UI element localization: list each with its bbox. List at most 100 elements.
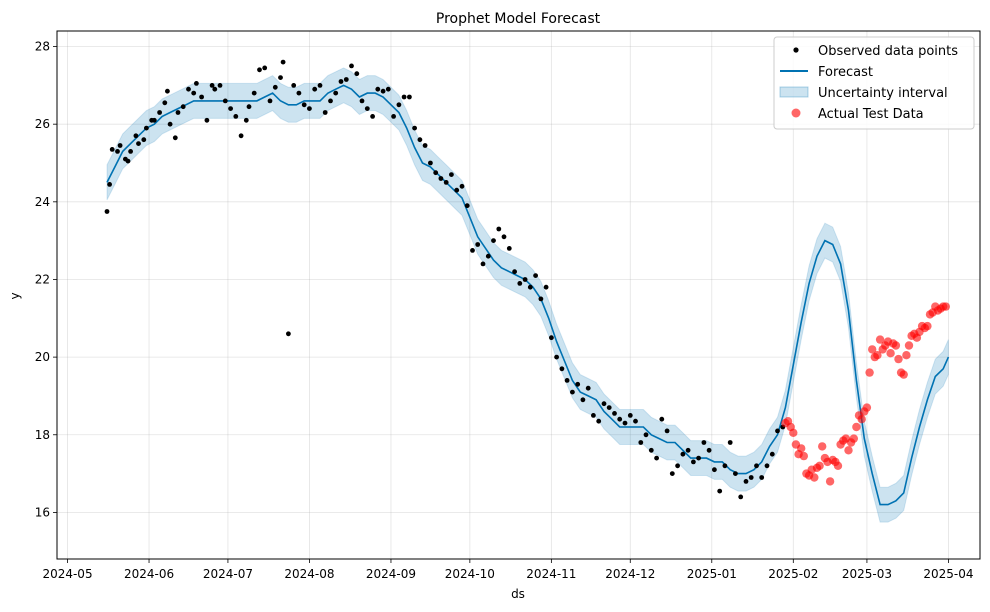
observed-point <box>533 273 538 278</box>
test-point <box>833 461 843 470</box>
observed-point <box>180 104 186 110</box>
test-point <box>899 370 908 379</box>
observed-point <box>412 125 417 131</box>
observed-point <box>212 86 218 92</box>
observed-point <box>333 90 339 96</box>
observed-point <box>422 143 428 148</box>
observed-points <box>104 59 786 500</box>
observed-point <box>759 475 765 480</box>
x-tick-label-6: 2024-11 <box>526 567 576 581</box>
observed-point <box>391 114 396 119</box>
y-tick-label-4: 24 <box>35 195 50 209</box>
legend-marker-observed <box>793 47 799 53</box>
observed-point <box>664 428 670 434</box>
observed-point <box>543 284 549 290</box>
observed-point <box>491 238 496 244</box>
observed-point <box>396 102 402 108</box>
x-tick-label-2: 2024-07 <box>203 567 253 581</box>
observed-point <box>209 83 215 88</box>
test-point <box>902 351 911 360</box>
observed-point <box>717 488 723 494</box>
observed-point <box>612 411 617 416</box>
observed-point <box>727 440 733 445</box>
observed-point <box>186 86 191 92</box>
observed-point <box>322 110 328 115</box>
test-point <box>923 321 932 331</box>
x-tick-label-8: 2025-01 <box>687 567 737 581</box>
observed-point <box>262 65 268 71</box>
observed-point <box>136 141 141 147</box>
observed-point <box>204 117 210 123</box>
observed-point <box>701 440 707 445</box>
observed-point <box>769 451 775 457</box>
test-point <box>868 345 877 354</box>
x-axis-ticks: 2024-05 2024-06 2024-07 2024-08 2024-09 2024-… <box>42 559 974 581</box>
test-point <box>797 444 806 453</box>
observed-point <box>775 428 780 434</box>
x-tick-label-10: 2025-03 <box>842 567 892 581</box>
uncertainty-band <box>106 67 949 523</box>
test-point <box>789 428 798 437</box>
test-points <box>781 302 950 486</box>
observed-point <box>117 143 123 148</box>
observed-point <box>251 90 257 96</box>
test-point <box>815 461 824 470</box>
observed-point <box>748 475 754 480</box>
y-tick-label-3: 22 <box>35 272 50 286</box>
x-tick-label-5: 2024-10 <box>445 567 495 581</box>
y-tick-label-2: 20 <box>35 350 50 364</box>
observed-point <box>133 133 139 139</box>
observed-point <box>538 296 544 302</box>
observed-point <box>617 416 623 422</box>
observed-point <box>151 117 157 123</box>
legend: Observed data points Forecast Uncertainty … <box>773 36 975 130</box>
observed-point <box>104 209 110 214</box>
observed-point <box>162 100 168 106</box>
observed-point <box>596 418 602 424</box>
observed-point <box>375 86 381 92</box>
legend-label-2: Uncertainty interval <box>818 86 948 101</box>
observed-point <box>601 401 607 407</box>
observed-point <box>243 117 249 123</box>
observed-point <box>522 277 528 282</box>
test-point <box>875 335 885 344</box>
observed-point <box>575 381 581 387</box>
observed-point <box>286 331 291 337</box>
x-tick-label-1: 2024-06 <box>124 567 174 581</box>
observed-point <box>407 94 412 100</box>
observed-point <box>349 63 354 69</box>
observed-point <box>238 133 244 139</box>
observed-point <box>354 71 360 77</box>
y-tick-label-5: 26 <box>35 117 50 131</box>
legend-label-1: Forecast <box>818 65 873 80</box>
observed-point <box>125 158 131 164</box>
observed-point <box>172 135 178 141</box>
observed-point <box>401 94 407 100</box>
observed-point <box>438 176 444 181</box>
observed-point <box>627 413 633 418</box>
observed-point <box>648 447 654 453</box>
plot-frame <box>56 30 981 560</box>
legend-box <box>773 36 975 130</box>
observed-point <box>691 459 696 465</box>
observed-point <box>312 86 318 92</box>
test-point <box>810 473 819 482</box>
test-point <box>825 477 835 486</box>
observed-point <box>141 137 147 143</box>
observed-point <box>385 86 391 92</box>
observed-point <box>191 90 197 96</box>
observed-point <box>554 354 559 360</box>
observed-point <box>338 79 344 84</box>
observed-point <box>115 149 120 154</box>
y-tick-label-6: 28 <box>35 40 50 54</box>
y-tick-label-1: 18 <box>35 428 50 442</box>
observed-point <box>296 90 302 96</box>
test-point <box>852 422 861 432</box>
observed-point <box>527 284 533 290</box>
forecast-line-group <box>106 84 950 506</box>
y-axis-ticks: 16 18 20 22 24 26 28 <box>35 40 57 519</box>
observed-point <box>199 94 205 100</box>
observed-point <box>622 420 628 426</box>
legend-label-0: Observed data points <box>818 44 958 59</box>
observed-point <box>107 182 112 187</box>
